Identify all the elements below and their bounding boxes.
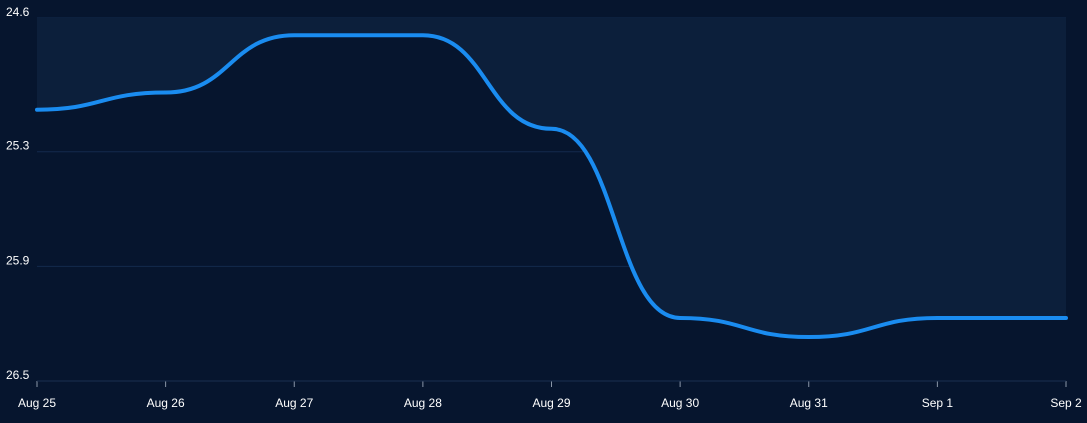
x-tick-label: Aug 28 bbox=[404, 396, 442, 410]
x-tick-label: Sep 1 bbox=[922, 396, 954, 410]
area bbox=[37, 18, 1066, 338]
x-tick-label: Aug 26 bbox=[147, 396, 185, 410]
x-tick-label: Aug 29 bbox=[532, 396, 570, 410]
line bbox=[35, 33, 1068, 340]
x-tick-label: Sep 2 bbox=[1050, 396, 1082, 410]
x-tick-label: Aug 27 bbox=[275, 396, 313, 410]
x-tick-label: Aug 31 bbox=[790, 396, 828, 410]
y-tick-label: 24.6 bbox=[6, 5, 30, 19]
y-tick-label: 26.5 bbox=[6, 368, 30, 382]
x-tick-label: Aug 25 bbox=[18, 396, 56, 410]
y-tick-label: 25.3 bbox=[6, 139, 30, 153]
y-tick-label: 25.9 bbox=[6, 253, 30, 267]
x-tick-label: Aug 30 bbox=[661, 396, 699, 410]
